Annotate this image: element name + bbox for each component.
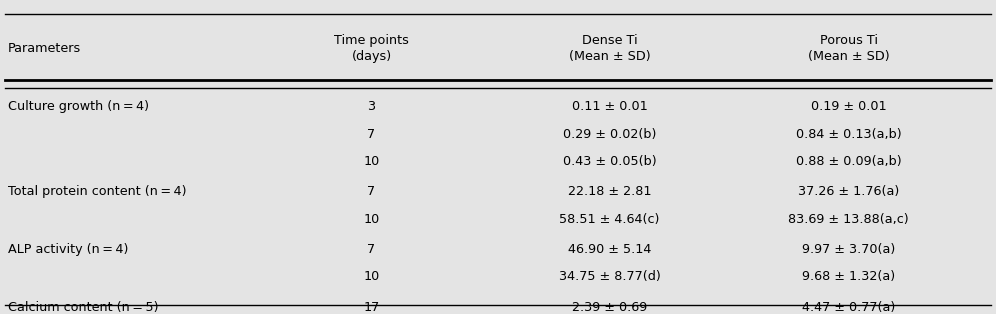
Text: 7: 7 <box>368 243 375 256</box>
Text: Dense Ti
(Mean ± SD): Dense Ti (Mean ± SD) <box>569 34 650 63</box>
Text: 0.88 ± 0.09(a,b): 0.88 ± 0.09(a,b) <box>796 155 901 168</box>
Text: 2.39 ± 0.69: 2.39 ± 0.69 <box>572 301 647 314</box>
Text: Culture growth (n = 4): Culture growth (n = 4) <box>8 100 149 113</box>
Text: 37.26 ± 1.76(a): 37.26 ± 1.76(a) <box>798 185 899 198</box>
Text: 34.75 ± 8.77(d): 34.75 ± 8.77(d) <box>559 270 660 284</box>
Text: 0.29 ± 0.02(b): 0.29 ± 0.02(b) <box>563 127 656 141</box>
Text: 58.51 ± 4.64(c): 58.51 ± 4.64(c) <box>560 213 659 226</box>
Text: 9.68 ± 1.32(a): 9.68 ± 1.32(a) <box>802 270 895 284</box>
Text: ALP activity (n = 4): ALP activity (n = 4) <box>8 243 128 256</box>
Text: 10: 10 <box>364 155 379 168</box>
Text: 0.11 ± 0.01: 0.11 ± 0.01 <box>572 100 647 113</box>
Text: 46.90 ± 5.14: 46.90 ± 5.14 <box>568 243 651 256</box>
Text: 9.97 ± 3.70(a): 9.97 ± 3.70(a) <box>802 243 895 256</box>
Text: Total protein content (n = 4): Total protein content (n = 4) <box>8 185 186 198</box>
Text: 3: 3 <box>368 100 375 113</box>
Text: 0.84 ± 0.13(a,b): 0.84 ± 0.13(a,b) <box>796 127 901 141</box>
Text: 10: 10 <box>364 213 379 226</box>
Text: 0.19 ± 0.01: 0.19 ± 0.01 <box>811 100 886 113</box>
Text: Porous Ti
(Mean ± SD): Porous Ti (Mean ± SD) <box>808 34 889 63</box>
Text: 83.69 ± 13.88(a,c): 83.69 ± 13.88(a,c) <box>788 213 909 226</box>
Text: 17: 17 <box>364 301 379 314</box>
Text: 7: 7 <box>368 185 375 198</box>
Text: 22.18 ± 2.81: 22.18 ± 2.81 <box>568 185 651 198</box>
Text: 10: 10 <box>364 270 379 284</box>
Text: 4.47 ± 0.77(a): 4.47 ± 0.77(a) <box>802 301 895 314</box>
Text: Time points
(days): Time points (days) <box>334 34 409 63</box>
Text: 0.43 ± 0.05(b): 0.43 ± 0.05(b) <box>563 155 656 168</box>
Text: Calcium content (n = 5): Calcium content (n = 5) <box>8 301 158 314</box>
Text: Parameters: Parameters <box>8 42 82 55</box>
Text: 7: 7 <box>368 127 375 141</box>
